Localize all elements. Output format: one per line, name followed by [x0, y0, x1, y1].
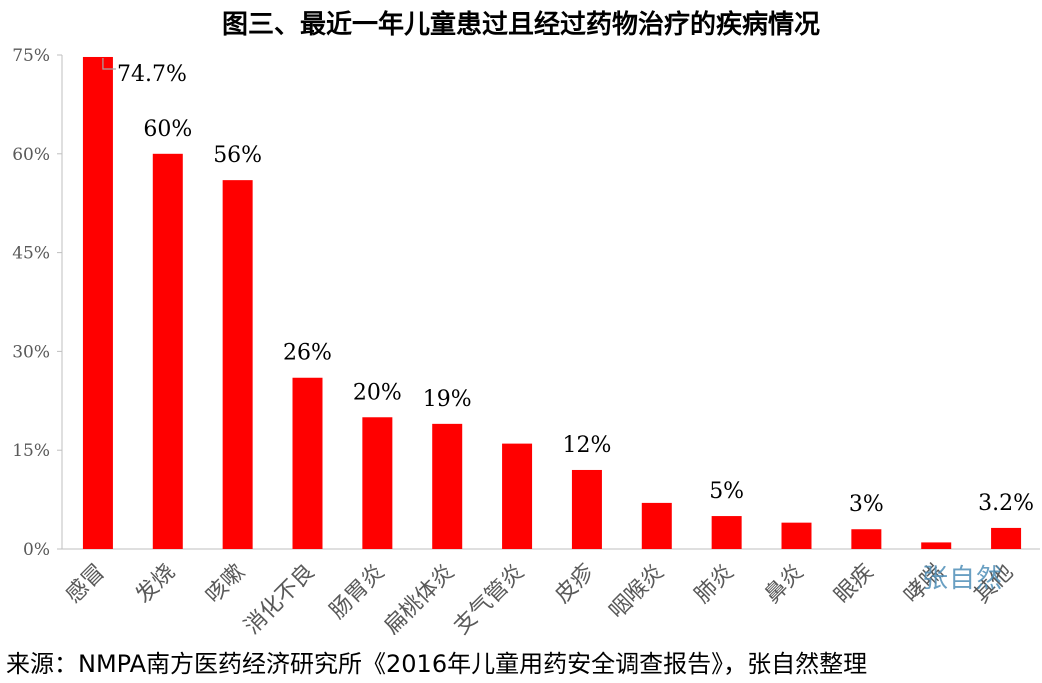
bars — [82, 56, 1022, 550]
x-tick-label: 支气管炎 — [449, 560, 529, 640]
source-note: 来源：NMPA南方医药经济研究所《2016年儿童用药安全调查报告》，张自然整理 — [6, 650, 868, 678]
x-tick-label: 感冒 — [61, 560, 110, 609]
data-label: 12% — [562, 433, 611, 458]
x-tick-label: 咳嗽 — [201, 560, 250, 609]
y-tick-label: 45% — [12, 244, 50, 264]
x-tick-label: 鼻炎 — [760, 560, 809, 609]
data-labels: 74.7% 60% 56% 26% 20% 19% 12% 5% 3% 3.2% — [102, 57, 1034, 517]
bar — [851, 529, 882, 549]
data-label: 74.7% — [117, 62, 187, 87]
data-label: 56% — [213, 143, 262, 168]
bar — [222, 180, 253, 549]
x-tick-label: 皮疹 — [550, 560, 599, 609]
data-label: 26% — [283, 341, 332, 366]
bar — [711, 516, 742, 549]
bar — [641, 502, 672, 549]
watermark: 张自然 — [922, 564, 1004, 594]
x-tick-label: 扁桃体炎 — [380, 560, 460, 640]
y-tick-label: 15% — [12, 441, 50, 461]
bar — [991, 527, 1022, 549]
y-tick-label: 60% — [12, 145, 50, 165]
bar — [432, 423, 463, 549]
data-label: 60% — [143, 117, 192, 142]
bar — [292, 377, 323, 549]
data-label: 3.2% — [978, 491, 1034, 516]
data-label: 3% — [849, 492, 884, 517]
x-tick-label: 肠胃炎 — [325, 560, 389, 624]
x-tick-label: 眼疾 — [830, 560, 879, 609]
y-tick-label: 75% — [12, 46, 50, 66]
bar — [921, 542, 952, 549]
y-tick-label: 0% — [23, 540, 50, 560]
x-tick-label: 咽喉炎 — [605, 560, 669, 624]
data-label: 5% — [709, 479, 744, 504]
bar — [781, 522, 812, 549]
data-label-leader — [102, 57, 116, 70]
bar — [82, 56, 113, 549]
bar — [502, 443, 533, 549]
y-tick-label: 30% — [12, 342, 50, 362]
x-tick-label: 消化不良 — [240, 560, 320, 640]
bar — [362, 417, 393, 549]
chart-title: 图三、最近一年儿童患过且经过药物治疗的疾病情况 — [221, 10, 820, 40]
bar — [571, 469, 602, 549]
data-label: 19% — [423, 387, 472, 412]
x-tick-label: 肺炎 — [690, 560, 739, 609]
x-tick-label: 发烧 — [131, 560, 180, 609]
bar — [152, 153, 183, 550]
data-label: 20% — [353, 380, 402, 405]
